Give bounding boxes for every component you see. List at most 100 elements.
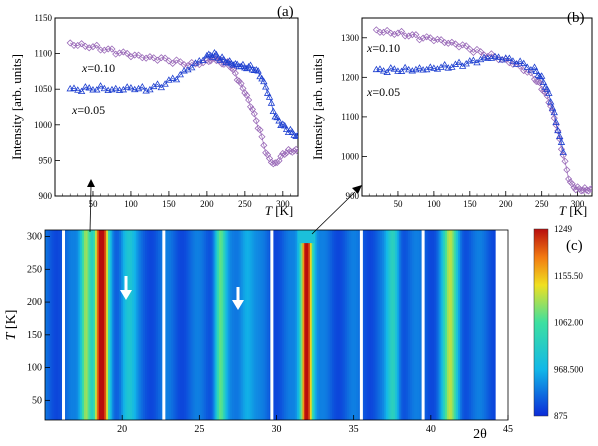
heatmap-column [335, 230, 339, 420]
panel-b-point-diamond [568, 180, 576, 188]
heatmap-column [474, 230, 477, 420]
heatmap-column [306, 230, 309, 420]
heatmap-column [57, 230, 61, 420]
panel-b-point-diamond [572, 186, 580, 194]
heatmap-column [458, 230, 461, 420]
heatmap-column [135, 230, 138, 420]
panel-a-point-diamond [89, 43, 97, 51]
panel-a-point-triangle [282, 125, 291, 132]
panel-c: 20 25 30 35 40 45 50 100 150 200 250 300 T [K] 2θ 1… [4, 224, 584, 442]
heatmap-column [428, 230, 431, 420]
heatmap-column [182, 230, 185, 420]
panel-a-point-triangle [93, 86, 101, 93]
panel-b-point-diamond [487, 50, 495, 58]
panel-c-ytick-label: 100 [27, 363, 42, 374]
heatmap-column [443, 230, 446, 420]
panel-b-point-triangle [536, 72, 544, 80]
panel-a-point-triangle [199, 56, 207, 64]
colorbar-tick-label: 1249 [554, 224, 573, 234]
heatmap-column [387, 230, 390, 420]
heatmap-column [257, 230, 261, 420]
panel-a-point-diamond [229, 66, 238, 74]
panel-a-point-diamond [81, 42, 89, 50]
panel-label-b: (b) [567, 10, 585, 26]
panel-a-point-diamond [150, 54, 158, 62]
panel-a-ytick-label: 1150 [34, 13, 52, 23]
panel-b-point-triangle [520, 59, 528, 67]
panel-b-ticks: 50 100 150 200 250 300 900 1000 1100 1200 1300 [341, 33, 593, 209]
panel-a-point-triangle [290, 131, 298, 138]
panel-b-point-triangle [415, 64, 424, 71]
panel-b-point-triangle [546, 98, 555, 105]
panel-b-point-triangle [387, 64, 395, 71]
heatmap-column [320, 230, 324, 420]
connector-arrow-b [311, 185, 362, 235]
panel-b-point-triangle [543, 85, 551, 92]
panel-a-ytick-label: 900 [39, 191, 53, 201]
heatmap-column [176, 230, 179, 420]
heatmap-column [300, 230, 303, 420]
panel-b-point-diamond [462, 42, 470, 50]
heatmap-column [454, 230, 457, 420]
panel-b-point-triangle [394, 67, 402, 74]
panel-b-point-triangle [430, 64, 438, 71]
heatmap-column [491, 230, 494, 420]
panel-a-series-line-2 [70, 52, 298, 137]
panel-b-point-triangle [480, 53, 488, 61]
panel-a-point-triangle [237, 62, 245, 69]
panel-b-ytick-label: 900 [346, 191, 360, 201]
heatmap-column [256, 230, 259, 420]
panel-a-point-triangle [100, 84, 109, 92]
heatmap-column [476, 230, 479, 420]
heatmap-column [54, 230, 57, 420]
panel-a-point-diamond [290, 147, 298, 155]
heatmap-column [126, 230, 129, 420]
heatmap-column [180, 230, 183, 420]
heatmap-column [154, 230, 157, 420]
panel-a-point-triangle [169, 74, 177, 81]
heatmap-column [252, 230, 255, 420]
panel-a-point-diamond [279, 149, 287, 158]
colorbar-tick-label: 1062.00 [554, 318, 584, 328]
heatmap-column [363, 230, 366, 420]
heatmap-column [119, 230, 122, 420]
panel-a-point-triangle [269, 107, 278, 115]
panel-a-xtick-label: 150 [162, 199, 176, 209]
panel-b-point-diamond [588, 185, 592, 193]
panel-a-point-diamond [294, 148, 298, 156]
panel-a-point-triangle [273, 113, 281, 121]
panel-label-a: (a) [277, 4, 294, 20]
heatmap-column [111, 230, 114, 420]
heatmap-column [409, 230, 413, 420]
heatmap-column [169, 230, 172, 420]
heatmap-column [85, 230, 88, 420]
heatmap-column [272, 230, 276, 420]
panel-a-point-triangle [195, 56, 203, 64]
heatmap-column [98, 230, 101, 420]
heatmap-column [165, 230, 168, 420]
panel-b-point-diamond [577, 187, 585, 195]
panel-b-annotation-1-var: x [366, 41, 373, 55]
panel-a-point-triangle [115, 86, 124, 93]
panel-a-point-diamond [134, 51, 143, 59]
heatmap-column [80, 230, 83, 420]
heatmap-column [287, 230, 290, 420]
panel-a-point-triangle [244, 63, 253, 70]
heatmap-column [267, 230, 270, 420]
panel-b-point-triangle [516, 57, 524, 64]
heatmap-column [291, 230, 294, 420]
panel-c-ytick-label: 200 [27, 297, 42, 308]
heatmap-column [78, 230, 81, 420]
panel-c-ylabel-unit: [K] [4, 310, 19, 329]
panel-c-ticks: 20 25 30 35 40 45 50 100 150 200 250 300 [27, 232, 513, 435]
heatmap-column [259, 230, 263, 420]
heatmap-column [220, 230, 224, 420]
panel-a-point-diamond [246, 103, 255, 111]
heatmap-column [104, 230, 107, 420]
panel-a-point-triangle [77, 87, 86, 95]
panel-a-point-triangle [263, 89, 272, 96]
panel-b-point-diamond [565, 175, 573, 183]
heatmap-column [96, 230, 100, 420]
panel-a-point-triangle [239, 60, 247, 68]
panel-a-point-diamond [205, 57, 213, 66]
